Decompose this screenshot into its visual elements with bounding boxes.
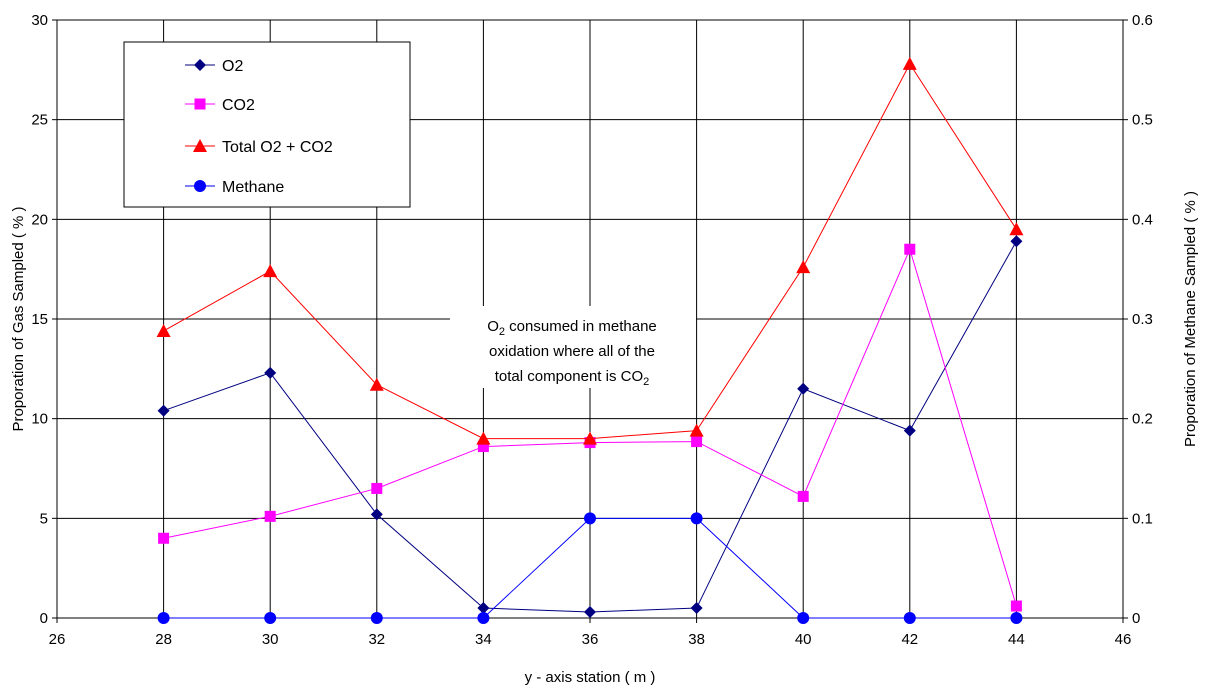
y2-tick-label: 0.5 [1132, 112, 1153, 129]
data-point [903, 612, 916, 624]
data-point [156, 323, 171, 337]
y-tick-label: 20 [31, 211, 48, 228]
y-tick-label: 30 [31, 12, 48, 29]
data-point [158, 532, 170, 544]
legend-label: CO2 [222, 97, 255, 114]
y2-tick-label: 0.6 [1132, 12, 1153, 29]
y2-tick-label: 0 [1132, 610, 1140, 627]
data-point [903, 424, 916, 437]
data-point [797, 382, 810, 395]
legend-marker [194, 180, 206, 192]
legend-box [123, 41, 411, 208]
data-point [796, 260, 811, 274]
data-point [264, 612, 277, 624]
data-point [689, 423, 704, 437]
data-point [584, 606, 596, 619]
data-point [477, 441, 489, 453]
data-point [690, 602, 703, 615]
series-total-o2-co2 [156, 56, 1024, 445]
x-tick-label: 38 [688, 631, 705, 648]
data-point [690, 512, 703, 525]
y2-axis-title: Proporation of Methane Sampled ( % ) [1182, 191, 1199, 447]
annotation-background [450, 306, 696, 388]
x-axis-title: y - axis station ( m ) [525, 669, 656, 686]
data-point [583, 431, 597, 445]
y-tick-label: 25 [31, 112, 48, 129]
data-point [157, 404, 170, 417]
x-tick-label: 42 [901, 631, 918, 648]
data-point [370, 612, 383, 624]
y2-tick-label: 0.1 [1132, 510, 1153, 527]
data-point [584, 512, 596, 525]
series [156, 56, 1024, 624]
data-point [797, 612, 810, 624]
data-point [476, 431, 491, 445]
annotation-line-2: oxidation where all of the [489, 343, 655, 360]
series-o2 [157, 235, 1023, 619]
legend-label: Methane [222, 179, 284, 196]
data-point [1009, 222, 1024, 236]
legend: O2 CO2 Total O2 + CO2 Methane [123, 41, 411, 208]
data-point [477, 602, 490, 615]
y-tick-label: 0 [40, 610, 48, 627]
data-point [264, 366, 277, 379]
data-point [370, 508, 383, 521]
data-point [1010, 600, 1022, 612]
x-tick-label: 44 [1008, 631, 1025, 648]
x-tick-label: 36 [582, 631, 599, 648]
x-tick-label: 34 [475, 631, 492, 648]
data-point [477, 612, 490, 624]
data-point [904, 243, 916, 255]
x-tick-label: 28 [155, 631, 172, 648]
x-tick-label: 30 [262, 631, 279, 648]
x-tick-label: 26 [49, 631, 66, 648]
y2-tick-label: 0.4 [1132, 211, 1153, 228]
legend-item: Total O2 + CO2 [185, 139, 333, 156]
x-tick-label: 32 [368, 631, 385, 648]
y-tick-label: 15 [31, 311, 48, 328]
data-point [1010, 235, 1023, 248]
data-point [902, 56, 917, 70]
data-point [797, 490, 809, 502]
data-point [369, 377, 384, 391]
data-point [264, 510, 276, 522]
y-tick-label: 10 [31, 411, 48, 428]
y2-tick-label: 0.2 [1132, 411, 1153, 428]
legend-item: O2 [185, 58, 243, 75]
legend-marker [194, 98, 206, 110]
y-axis-title: Proporation of Gas Sampled ( % ) [10, 206, 27, 431]
annotation-line-3: total component is CO2 [495, 368, 650, 388]
legend-label: Total O2 + CO2 [222, 139, 333, 156]
legend-marker [194, 59, 206, 71]
y2-tick-label: 0.3 [1132, 311, 1153, 328]
series-methane [157, 512, 1023, 624]
y-tick-label: 5 [40, 510, 48, 527]
legend-marker [193, 139, 207, 152]
data-point [263, 264, 278, 278]
data-point [691, 436, 703, 448]
annotation-line-1: O2 consumed in methane [487, 318, 657, 338]
legend-label: O2 [222, 58, 243, 75]
annotation: O2 consumed in methane oxidation where a… [450, 306, 696, 388]
x-tick-label: 40 [795, 631, 812, 648]
data-point [157, 612, 170, 624]
legend-item: CO2 [185, 97, 255, 114]
legend-item: Methane [185, 179, 284, 196]
x-tick-label: 46 [1115, 631, 1132, 648]
data-point [371, 482, 383, 494]
data-point [1010, 612, 1023, 624]
